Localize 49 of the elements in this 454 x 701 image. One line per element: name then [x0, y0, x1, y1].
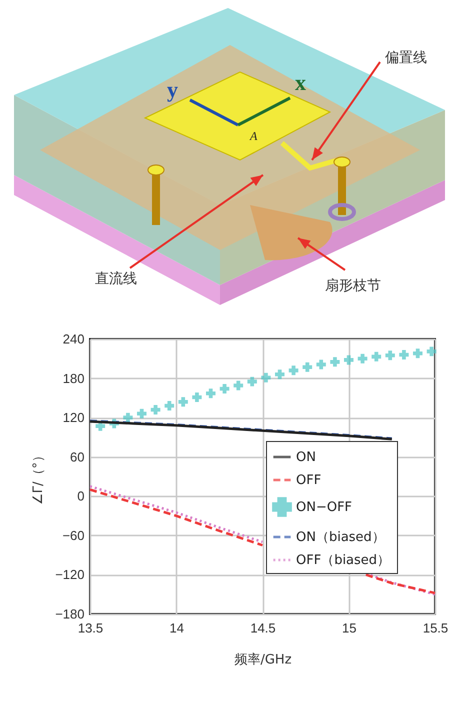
- text: 直流线: [95, 271, 137, 287]
- text: x: [295, 70, 306, 95]
- text: 偏置线: [385, 50, 427, 66]
- point: [206, 388, 216, 398]
- point: [399, 350, 409, 360]
- point: [316, 360, 326, 370]
- text: A: [249, 129, 258, 143]
- point: [261, 372, 271, 382]
- point: [178, 397, 188, 407]
- x-tick-label: 14.5: [250, 620, 276, 636]
- point: [192, 392, 202, 402]
- point: [302, 362, 312, 372]
- point: [164, 401, 174, 411]
- text: y: [167, 77, 178, 102]
- point: [137, 408, 146, 418]
- y-tick-label: 240: [62, 332, 84, 346]
- point: [358, 354, 368, 364]
- point: [426, 346, 436, 356]
- legend-label: OFF: [296, 473, 322, 488]
- point: [330, 357, 340, 367]
- y-tick-label: −120: [55, 567, 84, 582]
- point: [275, 370, 284, 380]
- x-tick-label: 14: [170, 620, 184, 636]
- point: [150, 404, 160, 414]
- point: [123, 412, 133, 422]
- point: [220, 384, 230, 394]
- legend-label: ON−OFF: [296, 500, 352, 515]
- point: [247, 376, 257, 386]
- point: [413, 348, 422, 358]
- x-tick-label: 15: [342, 620, 356, 636]
- point: [372, 352, 382, 362]
- y-tick-label: 60: [70, 449, 84, 464]
- point: [385, 350, 395, 360]
- point: [344, 355, 354, 365]
- y-tick-label: 180: [62, 370, 84, 386]
- x-axis-title: 频率/GHz: [234, 652, 292, 668]
- y-tick-label: −180: [55, 606, 84, 622]
- point: [288, 366, 298, 376]
- y-tick-label: 120: [62, 410, 84, 426]
- legend-label: ON（biased）: [296, 530, 385, 545]
- x-tick-label: 13.5: [78, 620, 104, 636]
- x-tick-label: 15.5: [422, 620, 448, 636]
- legend-label: ON: [296, 450, 316, 465]
- y-tick-label: −60: [62, 528, 84, 543]
- y-tick-label: 0: [77, 488, 84, 504]
- legend-label: OFF（biased）: [296, 553, 390, 568]
- point: [234, 380, 244, 390]
- text: 扇形枝节: [325, 278, 381, 294]
- y-axis-title: ∠Γ/（°）: [31, 449, 46, 505]
